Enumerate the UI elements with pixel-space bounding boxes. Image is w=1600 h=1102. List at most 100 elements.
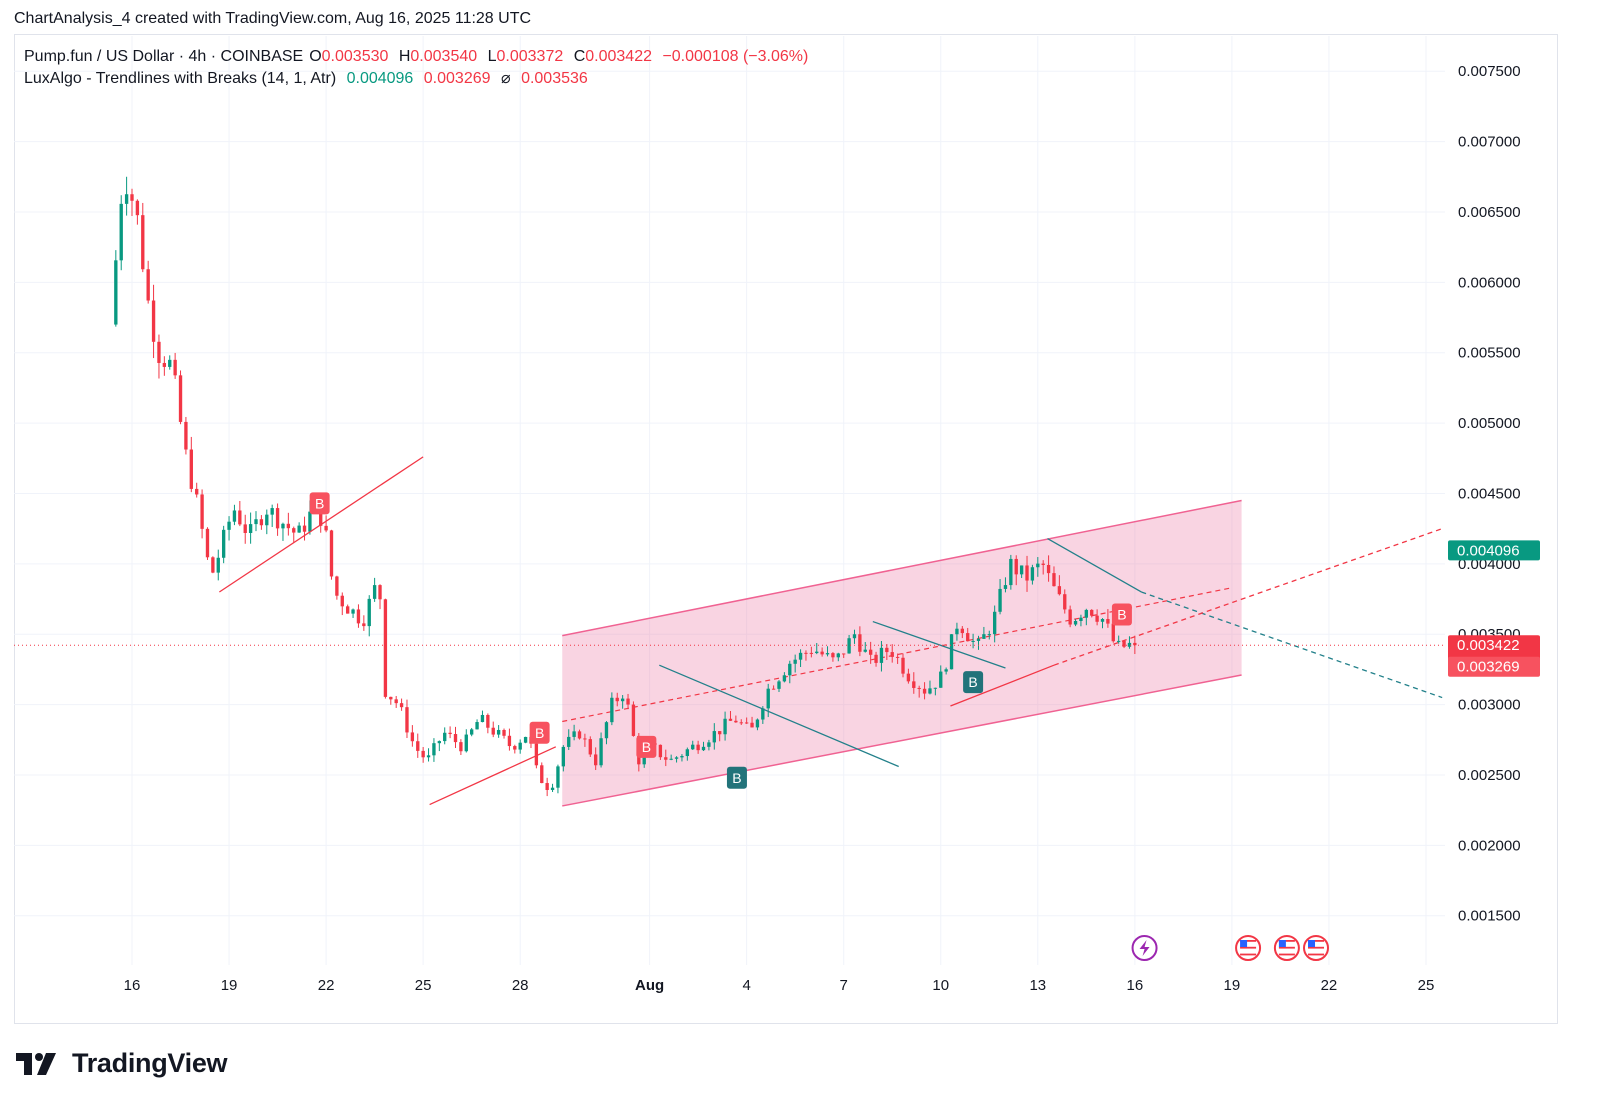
candle <box>1052 566 1056 587</box>
candle <box>788 660 792 684</box>
candle-body <box>852 634 857 639</box>
candle <box>793 654 797 673</box>
candle <box>847 634 851 654</box>
candle <box>631 701 636 737</box>
candle <box>1063 589 1067 614</box>
candle-body <box>793 659 797 664</box>
us-flag-stripe <box>1240 950 1257 952</box>
candle <box>912 672 916 694</box>
price-axis-label: 0.004096 <box>1448 540 1540 561</box>
candle-body <box>788 663 792 676</box>
candle <box>216 549 220 581</box>
price-change: −0.000108 (−3.06%) <box>662 48 809 65</box>
candle-body <box>847 638 851 654</box>
candle <box>550 783 555 793</box>
indicator-title[interactable]: LuxAlgo - Trendlines with Breaks (14, 1,… <box>24 70 337 87</box>
candle <box>453 726 458 748</box>
candle-body <box>480 714 485 723</box>
candle-body <box>124 194 129 204</box>
candle <box>1041 560 1045 575</box>
x-tick-label: 19 <box>221 977 238 994</box>
x-tick-label: 10 <box>932 977 949 994</box>
channel-lower-line <box>562 674 1242 807</box>
candle-body <box>556 766 560 788</box>
candle <box>712 723 716 750</box>
candle-body <box>917 687 921 689</box>
us-flag-icon[interactable] <box>1303 935 1330 961</box>
tradingview-logo[interactable]: TradingView <box>16 1048 228 1079</box>
indicator-row: LuxAlgo - Trendlines with Breaks (14, 1,… <box>24 68 814 90</box>
us-flag-icon[interactable] <box>1235 935 1262 961</box>
candle <box>221 525 226 564</box>
candle <box>496 725 501 738</box>
attribution-header: ChartAnalysis_4 created with TradingView… <box>14 10 532 27</box>
break-marker: B <box>1111 603 1132 626</box>
us-flag-stripe <box>1278 946 1295 949</box>
candle <box>1019 565 1024 579</box>
candle-body <box>842 653 846 655</box>
candle <box>281 522 285 541</box>
candle <box>1046 555 1051 582</box>
x-tick-label: 28 <box>512 977 529 994</box>
candle <box>987 630 991 640</box>
trendline-support <box>218 456 424 593</box>
candle <box>626 693 630 710</box>
candle-body <box>1046 564 1051 574</box>
candle <box>610 692 614 726</box>
candle-body <box>281 523 285 529</box>
candle-body <box>162 362 167 367</box>
candle-body <box>691 744 695 750</box>
candle-body <box>976 638 981 641</box>
candle-body <box>906 673 911 682</box>
candle <box>685 747 690 761</box>
candle <box>1122 640 1126 649</box>
symbol-title[interactable]: Pump.fun / US Dollar · 4h · COINBASE <box>24 48 304 65</box>
candle-body <box>399 703 404 708</box>
candle-body <box>982 634 986 639</box>
candle <box>302 516 307 541</box>
candle-body <box>335 576 339 596</box>
candle <box>922 682 927 700</box>
candle-body <box>459 742 463 752</box>
price-axis-label: 0.003269 <box>1448 656 1540 677</box>
break-marker-label: B <box>968 674 977 690</box>
candle-body <box>302 525 307 532</box>
candle <box>825 646 830 657</box>
high-value: 0.003540 <box>410 48 478 65</box>
candle <box>286 512 291 536</box>
indicator-upper-value: 0.004096 <box>346 70 414 87</box>
candle-body <box>939 671 943 688</box>
break-marker-label: B <box>642 739 651 755</box>
symbol-row: Pump.fun / US Dollar · 4h · COINBASE O0.0… <box>24 46 814 68</box>
candle-body <box>308 511 312 532</box>
candle <box>674 756 679 763</box>
candle <box>895 653 900 664</box>
candle <box>917 685 921 698</box>
candle <box>680 754 684 762</box>
candle <box>448 726 452 739</box>
candle <box>124 176 129 216</box>
us-flag-canton <box>1278 940 1286 947</box>
candle-body <box>658 744 663 758</box>
candle <box>750 716 754 728</box>
candle <box>992 605 997 643</box>
lightning-icon[interactable] <box>1131 935 1158 961</box>
x-tick-label: 25 <box>415 977 432 994</box>
candle-body <box>831 653 835 658</box>
candle-body <box>895 656 900 658</box>
candle <box>771 685 776 690</box>
candle-body <box>820 651 824 655</box>
break-marker-box <box>726 766 747 789</box>
candle-body <box>567 736 571 747</box>
candle-body <box>734 720 738 723</box>
us-flag-stripe <box>1308 953 1325 956</box>
us-flag-icon[interactable] <box>1273 935 1300 961</box>
candle-body <box>744 722 749 724</box>
candle <box>782 672 787 683</box>
price-axis-label-text: 0.003269 <box>1457 659 1520 676</box>
candle <box>820 647 824 657</box>
candle-body <box>583 738 587 740</box>
us-flag-stripe <box>1308 946 1325 949</box>
candle-body <box>340 595 344 607</box>
